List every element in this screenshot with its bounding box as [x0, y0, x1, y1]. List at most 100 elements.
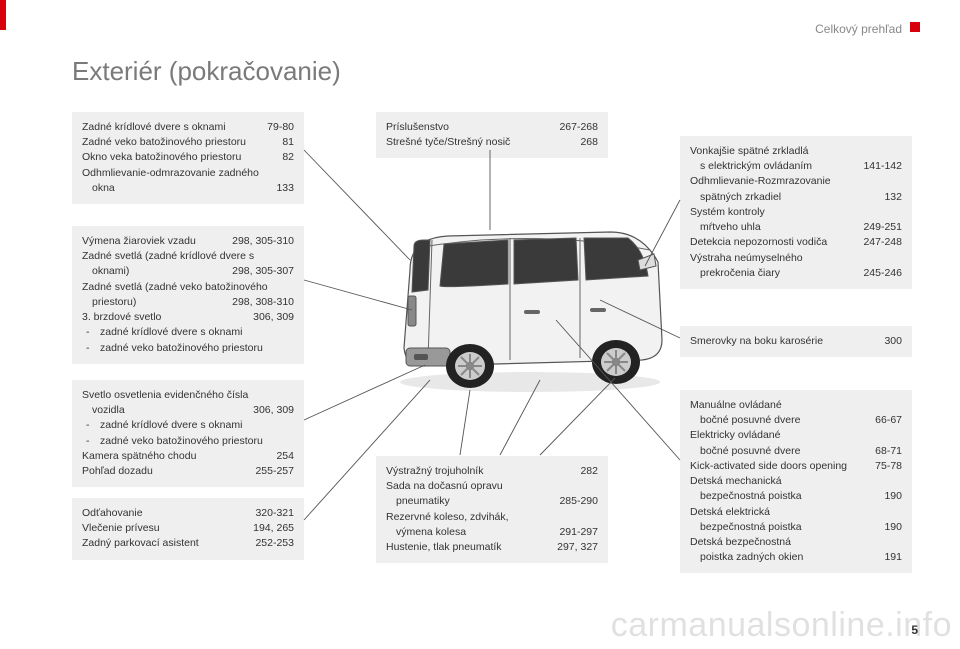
entry-row: zadné veko batožinového priestoru	[82, 341, 294, 356]
entry-page: 191	[884, 550, 902, 565]
entry-label: Hustenie, tlak pneumatík	[386, 540, 557, 555]
entry-row: Systém kontroly	[690, 205, 902, 220]
entry-page: 297, 327	[557, 540, 598, 555]
entry-page: 291-297	[559, 525, 598, 540]
box-plate-light: Svetlo osvetlenia evidenčného číslavozid…	[72, 380, 304, 487]
entry-label: Detekcia nepozornosti vodiča	[690, 235, 863, 250]
box-rear-bulbs: Výmena žiaroviek vzadu298, 305-310Zadné …	[72, 226, 304, 364]
entry-row: zadné krídlové dvere s oknami	[82, 418, 294, 433]
entry-row: zadné veko batožinového priestoru	[82, 434, 294, 449]
entry-row: Okno veka batožinového priestoru82	[82, 150, 294, 165]
entry-row: Detská elektrická	[690, 505, 902, 520]
box-side-repeater: Smerovky na boku karosérie300	[680, 326, 912, 357]
entry-row: Svetlo osvetlenia evidenčného čísla	[82, 388, 294, 403]
box-accessories: Príslušenstvo267-268Strešné tyče/Strešný…	[376, 112, 608, 158]
entry-row: výmena kolesa291-297	[386, 525, 598, 540]
entry-page: 68-71	[875, 444, 902, 459]
entry-label: spätných zrkadiel	[690, 190, 884, 205]
entry-label: výmena kolesa	[386, 525, 559, 540]
entry-page: 247-248	[863, 235, 902, 250]
entry-label: Elektricky ovládané	[690, 428, 902, 443]
entry-label: Okno veka batožinového priestoru	[82, 150, 282, 165]
entry-label: Zadné krídlové dvere s oknami	[82, 120, 267, 135]
entry-page: 82	[282, 150, 294, 165]
entry-row: priestoru)298, 308-310	[82, 295, 294, 310]
entry-label: Odhmlievanie-odmrazovanie zadného	[82, 166, 294, 181]
entry-page: 81	[282, 135, 294, 150]
entry-row: Pohľad dozadu255-257	[82, 464, 294, 479]
entry-row: Detekcia nepozornosti vodiča247-248	[690, 235, 902, 250]
entry-row: pneumatiky285-290	[386, 494, 598, 509]
entry-label: mŕtveho uhla	[690, 220, 863, 235]
entry-page: 79-80	[267, 120, 294, 135]
entry-label: Zadný parkovací asistent	[82, 536, 255, 551]
entry-label: Manuálne ovládané	[690, 398, 902, 413]
entry-label: Odťahovanie	[82, 506, 255, 521]
entry-row: zadné krídlové dvere s oknami	[82, 325, 294, 340]
section-header: Celkový prehľad	[815, 22, 902, 36]
entry-page: 66-67	[875, 413, 902, 428]
entry-label: Vlečenie prívesu	[82, 521, 253, 536]
vehicle-illustration	[380, 210, 680, 400]
entry-row: Vonkajšie spätné zrkladlá	[690, 144, 902, 159]
entry-row: Výmena žiaroviek vzadu298, 305-310	[82, 234, 294, 249]
accent-square	[910, 22, 920, 32]
entry-row: Príslušenstvo267-268	[386, 120, 598, 135]
box-mirrors: Vonkajšie spätné zrkladlás elektrickým o…	[680, 136, 912, 289]
entry-page: 249-251	[863, 220, 902, 235]
entry-row: bezpečnostná poistka190	[690, 520, 902, 535]
entry-label: Zadné svetlá (zadné veko batožinového	[82, 280, 294, 295]
entry-page: 306, 309	[253, 310, 294, 325]
entry-row: Výstražný trojuholník282	[386, 464, 598, 479]
box-wheel-kit: Výstražný trojuholník282Sada na dočasnú …	[376, 456, 608, 563]
entry-label: Zadné veko batožinového priestoru	[82, 135, 282, 150]
watermark: carmanualsonline.info	[611, 606, 952, 645]
entry-label: poistka zadných okien	[690, 550, 884, 565]
entry-page: 194, 265	[253, 521, 294, 536]
entry-page: 298, 305-307	[232, 264, 294, 279]
entry-row: Odhmlievanie-Rozmrazovanie	[690, 174, 902, 189]
entry-row: Zadný parkovací asistent252-253	[82, 536, 294, 551]
entry-row: prekročenia čiary245-246	[690, 266, 902, 281]
entry-page: 267-268	[559, 120, 598, 135]
entry-row: Manuálne ovládané	[690, 398, 902, 413]
entry-row: bezpečnostná poistka190	[690, 489, 902, 504]
entry-page: 141-142	[863, 159, 902, 174]
entry-row: Detská bezpečnostná	[690, 535, 902, 550]
entry-page: 254	[276, 449, 294, 464]
entry-page: 190	[884, 520, 902, 535]
entry-label: Výmena žiaroviek vzadu	[82, 234, 232, 249]
entry-label: pneumatiky	[386, 494, 559, 509]
entry-page: 252-253	[255, 536, 294, 551]
entry-label: bočné posuvné dvere	[690, 444, 875, 459]
entry-label: Detská mechanická	[690, 474, 902, 489]
entry-page: 245-246	[863, 266, 902, 281]
entry-page: 282	[580, 464, 598, 479]
entry-label: Rezervné koleso, zdvihák,	[386, 510, 598, 525]
entry-row: bočné posuvné dvere68-71	[690, 444, 902, 459]
entry-page: 306, 309	[253, 403, 294, 418]
entry-label: Detská elektrická	[690, 505, 902, 520]
entry-label: zadné krídlové dvere s oknami	[82, 418, 294, 433]
entry-label: zadné veko batožinového priestoru	[82, 341, 294, 356]
entry-row: Odťahovanie320-321	[82, 506, 294, 521]
entry-row: Kamera spätného chodu254	[82, 449, 294, 464]
entry-page: 132	[884, 190, 902, 205]
box-rear-doors: Zadné krídlové dvere s oknami79-80Zadné …	[72, 112, 304, 204]
entry-row: vozidla306, 309	[82, 403, 294, 418]
entry-label: zadné veko batožinového priestoru	[82, 434, 294, 449]
entry-page: 300	[884, 334, 902, 349]
box-sliding-doors: Manuálne ovládané bočné posuvné dvere 66-6…	[680, 390, 912, 573]
entry-row: Zadné svetlá (zadné krídlové dvere s	[82, 249, 294, 264]
entry-row: Zadné svetlá (zadné veko batožinového	[82, 280, 294, 295]
entry-label: Príslušenstvo	[386, 120, 559, 135]
entry-label: oknami)	[82, 264, 232, 279]
entry-label: Sada na dočasnú opravu	[386, 479, 598, 494]
entry-label: Výstraha neúmyselného	[690, 251, 902, 266]
entry-row: 3. brzdové svetlo306, 309	[82, 310, 294, 325]
entry-row: okna133	[82, 181, 294, 196]
entry-label: Svetlo osvetlenia evidenčného čísla	[82, 388, 294, 403]
entry-label: Zadné svetlá (zadné krídlové dvere s	[82, 249, 294, 264]
entry-page: 298, 305-310	[232, 234, 294, 249]
entry-row: Kick-activated side doors opening75-78	[690, 459, 902, 474]
